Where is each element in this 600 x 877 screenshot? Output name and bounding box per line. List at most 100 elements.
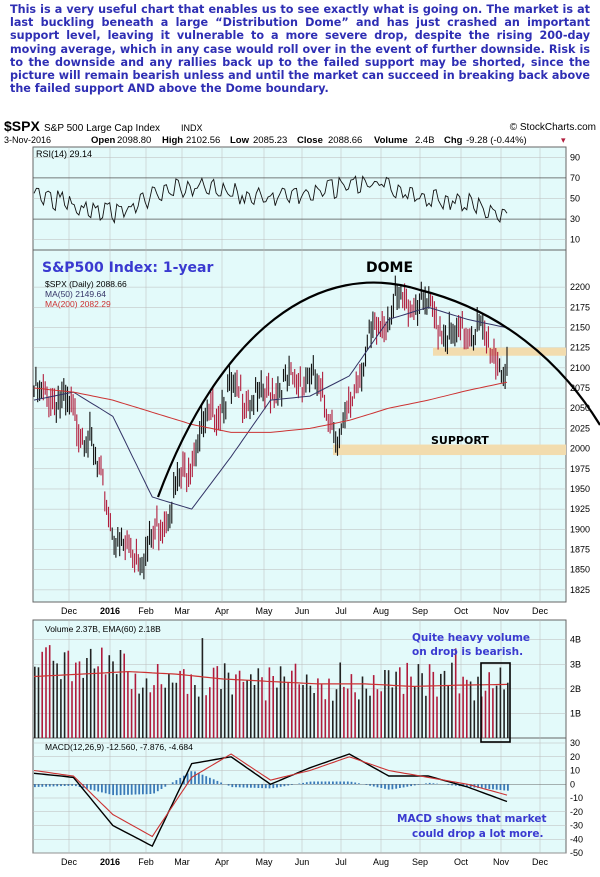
macd-histogram-bar [343,781,345,785]
macd-histogram-bar [37,784,40,787]
volume-tick-label: 1B [570,708,581,718]
volume-bar [242,681,245,738]
quote-date: 3-Nov-2016 [4,135,51,145]
volume-bar [291,670,293,738]
macd-histogram-bar [469,784,472,788]
volume-bar [335,689,338,738]
legends: RSI(14) 29.14 $SPX (Daily) 2088.66 MA(50… [36,149,193,752]
support-band [333,444,566,456]
macd-histogram-bar [503,784,506,791]
volume-bar [112,661,114,738]
month-tick-label: Aug [373,857,389,867]
volume-bar [391,687,394,738]
support-band [433,347,566,356]
chg-value: -9.28 (-0.44%) [466,135,527,146]
macd-histogram-bar [384,784,386,789]
volume-bar [395,671,397,738]
grid-lines [33,147,566,854]
annotations: S&P500 Index: 1-year DOME SUPPORT Quite … [42,260,547,840]
macd-histogram-bar [104,784,107,794]
macd-histogram-bar [358,783,360,785]
macd-histogram-bar [432,783,435,785]
macd-histogram-bar [372,784,375,787]
macd-histogram-bar [391,784,394,790]
volume-bar [238,670,241,738]
macd-histogram-bar [365,784,368,785]
macd-histogram-bar [145,784,148,795]
symbol: $SPX [4,118,40,134]
open-value: 2098.80 [117,135,151,146]
month-tick-label: Dec [532,857,549,867]
volume-bar [425,695,427,738]
rsi-tick-label: 30 [570,214,580,224]
price-tick-label: 2150 [570,322,590,332]
volume-bar [101,647,103,738]
volume-bar [138,693,140,738]
volume-bar [56,663,58,738]
volume-bar [507,682,509,738]
macd-histogram-bar [466,784,468,787]
volume-bar [276,687,278,738]
macd-histogram-bar [395,784,398,789]
volume-bar [413,686,416,738]
macd-histogram-bar [93,784,96,791]
ma50-line [33,306,508,510]
volume-tick-label: 2B [570,684,581,694]
macd-histogram-bar [194,771,196,785]
macd-histogram-bar [246,784,249,788]
volume-bar [346,688,349,738]
volume-bar [253,685,256,738]
macd-histogram-bar [376,784,379,788]
volume-bar [250,674,252,738]
month-tick-label: May [255,606,273,616]
month-tick-label: Jun [295,606,310,616]
exchange: INDX [181,123,203,133]
price-tick-label: 2025 [570,423,590,433]
volume-bar [410,676,412,738]
volume-bar [205,695,207,738]
month-tick-label: Dec [61,606,78,616]
price-tick-label: 2175 [570,302,590,312]
volume-bar [127,671,129,738]
month-tick-label: 2016 [100,857,120,867]
volume-bar [78,661,81,738]
volume-bar [246,680,248,738]
macd-histogram-bar [413,784,416,786]
volume-bar [484,690,487,738]
price-tick-label: 1950 [570,484,590,494]
macd-histogram-bar [387,784,390,790]
volume-bar [119,650,122,738]
volume-bar [175,682,178,738]
volume-bar [354,692,356,738]
macd-histogram-bar [235,784,237,788]
rsi-tick-label: 10 [570,235,580,245]
macd-histogram-bar [89,784,92,790]
volume-bar [41,651,43,738]
macd-histogram-bar [454,784,457,786]
volume-note-line1: Quite heavy volume [412,632,530,644]
volume-bar [376,689,379,738]
month-tick-label: Mar [174,606,190,616]
macd-legend: MACD(12,26,9) -12.560, -7.876, -4.684 [45,742,193,752]
macd-signal-line [33,753,508,838]
volume-bar [231,694,233,738]
macd-tick-label: -10 [570,793,583,803]
volume-bar [339,662,341,738]
macd-histogram-bar [97,784,100,792]
volume-bar [503,689,505,738]
price-tick-label: 1975 [570,464,590,474]
macd-histogram-bar [428,782,431,785]
macd-histogram-bar [227,784,230,786]
macd-histogram-bar [257,784,260,788]
macd-histogram-bar [142,784,144,795]
price-legend: $SPX (Daily) 2088.66 [45,279,127,289]
high-label: High [162,135,183,146]
macd-tick-label: 10 [570,766,580,776]
macd-histogram-bar [253,784,256,788]
volume-bar [324,699,327,738]
macd-histogram-bar [264,784,267,789]
rsi-tick-label: 50 [570,194,580,204]
price-tick-label: 1900 [570,524,590,534]
volume-bar [272,676,274,738]
